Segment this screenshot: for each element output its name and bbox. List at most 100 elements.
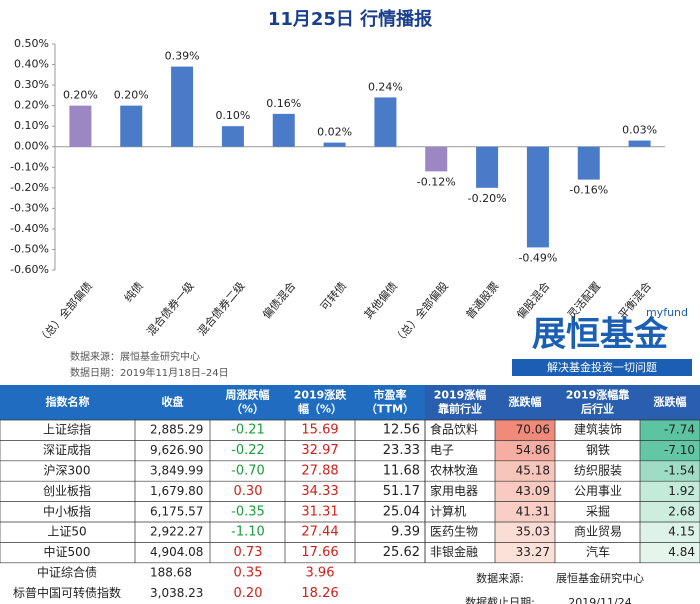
column-header: 指数名称	[46, 395, 90, 409]
gain-cell	[495, 522, 555, 543]
gain-cell	[495, 440, 555, 461]
loss-cell	[640, 460, 700, 482]
top-industry: 计算机	[430, 503, 466, 518]
gain-cell	[495, 481, 555, 502]
column-header: 周涨跌幅（%）	[226, 388, 270, 416]
y-tick-label: 0.30%	[14, 78, 49, 91]
index-name: 上证综指	[43, 422, 91, 437]
index-name: 上证50	[47, 525, 86, 539]
x-tick-label: （总）全部偏债	[35, 279, 95, 347]
bottom-change: 1.92	[668, 484, 695, 498]
close: 4,904.08	[150, 545, 203, 559]
column-header: 2019涨幅靠后行业	[566, 388, 630, 416]
bar	[577, 146, 600, 180]
pe: 12.56	[383, 423, 420, 438]
x-tick-label: 混合债券二级	[194, 279, 247, 339]
y-tick-label: -0.60%	[10, 263, 49, 276]
header-line: （%）	[231, 403, 264, 416]
top-change: 45.18	[516, 464, 550, 478]
header-line: 幅（%）	[298, 402, 342, 416]
chart-title: 11月25日 行情播报	[268, 8, 432, 30]
index-name: 深证成指	[43, 442, 91, 457]
date-note: 数据日期：2019年11月18日–24日	[70, 366, 229, 379]
column-header: 市盈率（TTM）	[366, 388, 414, 416]
x-tick-label: （总）全部偏股	[391, 279, 451, 347]
index-name: 中小板指	[43, 503, 91, 518]
column-header: 涨跌幅	[654, 395, 687, 409]
pe: 25.04	[383, 504, 420, 519]
year-change: 15.69	[301, 423, 338, 438]
data-label: -0.20%	[468, 192, 507, 205]
header-line: 2019涨幅靠	[566, 388, 630, 402]
y-tick-label: -0.40%	[10, 222, 49, 235]
pe: 9.39	[391, 525, 420, 540]
footer-source: 展恒基金研究中心	[556, 571, 644, 585]
x-tick-label: 其他偏债	[361, 279, 400, 322]
year-change: 27.88	[301, 464, 338, 479]
header-line: 2019涨幅	[434, 388, 487, 402]
header-bg	[425, 385, 700, 420]
y-tick-label: 0.40%	[14, 58, 49, 71]
y-tick-label: -0.30%	[10, 201, 49, 214]
slogan-bar	[512, 359, 692, 376]
bottom-change: 4.15	[668, 525, 695, 539]
loss-cell	[640, 420, 700, 441]
top-industry: 电子	[430, 443, 454, 457]
bottom-change: -1.54	[664, 464, 695, 478]
loss-cell	[640, 481, 700, 502]
top-change: 70.06	[516, 423, 550, 437]
year-change: 18.26	[301, 586, 338, 601]
bar	[476, 146, 499, 188]
gain-cell	[495, 501, 555, 522]
bottom-industry: 汽车	[586, 544, 610, 559]
bar	[171, 66, 194, 147]
pe: 51.17	[383, 484, 420, 499]
top-industry: 医药生物	[430, 525, 478, 539]
bottom-industry: 钢铁	[586, 443, 610, 457]
pe: 23.33	[383, 443, 420, 458]
y-tick-label: -0.20%	[10, 181, 49, 194]
data-label: 0.39%	[165, 50, 200, 63]
header-line: （TTM）	[366, 403, 414, 416]
header-line: 后行业	[581, 402, 614, 416]
weekly-change: -0.22	[231, 443, 265, 458]
data-label: 0.16%	[266, 97, 301, 110]
column-header: 收盘	[162, 395, 184, 409]
bar	[628, 140, 651, 147]
data-label: 0.03%	[622, 124, 657, 137]
data-label: -0.16%	[569, 184, 608, 197]
bar	[374, 97, 397, 147]
index-name: 中证500	[44, 544, 91, 559]
close: 188.68	[150, 566, 192, 580]
header-line: 指数名称	[46, 395, 90, 409]
bottom-industry: 公用事业	[574, 484, 622, 498]
top-change: 41.31	[516, 504, 550, 518]
y-tick-label: 0.00%	[14, 140, 49, 153]
header-line: 收盘	[162, 395, 184, 409]
year-change: 32.97	[301, 443, 338, 458]
y-tick-label: 0.50%	[14, 37, 49, 50]
loss-cell	[640, 522, 700, 543]
weekly-change: -0.70	[231, 464, 265, 479]
bottom-change: 2.68	[668, 504, 695, 518]
data-label: 0.24%	[368, 80, 403, 93]
footer-date: 2019/11/24	[568, 596, 631, 604]
close: 6,175.57	[150, 504, 203, 518]
column-header: 2019涨跌幅（%）	[294, 388, 348, 416]
top-industry: 农林牧渔	[430, 464, 478, 478]
close: 9,626.90	[150, 443, 203, 457]
close: 3,038.23	[150, 586, 203, 600]
year-change: 31.31	[301, 504, 338, 519]
close: 2,885.29	[150, 423, 203, 437]
column-header: 2019涨幅靠前行业	[434, 388, 487, 416]
x-tick-label: 偏债混合	[259, 279, 298, 322]
gain-cell	[495, 542, 555, 563]
logo-brand: myfund	[646, 306, 688, 319]
header-line: 周涨跌幅	[226, 388, 270, 402]
x-tick-label: 普通股票	[463, 279, 502, 322]
header-line: 靠前行业	[438, 402, 482, 416]
top-change: 54.86	[516, 443, 550, 457]
bottom-industry: 纺织服装	[574, 464, 622, 478]
y-tick-label: 0.20%	[14, 99, 49, 112]
